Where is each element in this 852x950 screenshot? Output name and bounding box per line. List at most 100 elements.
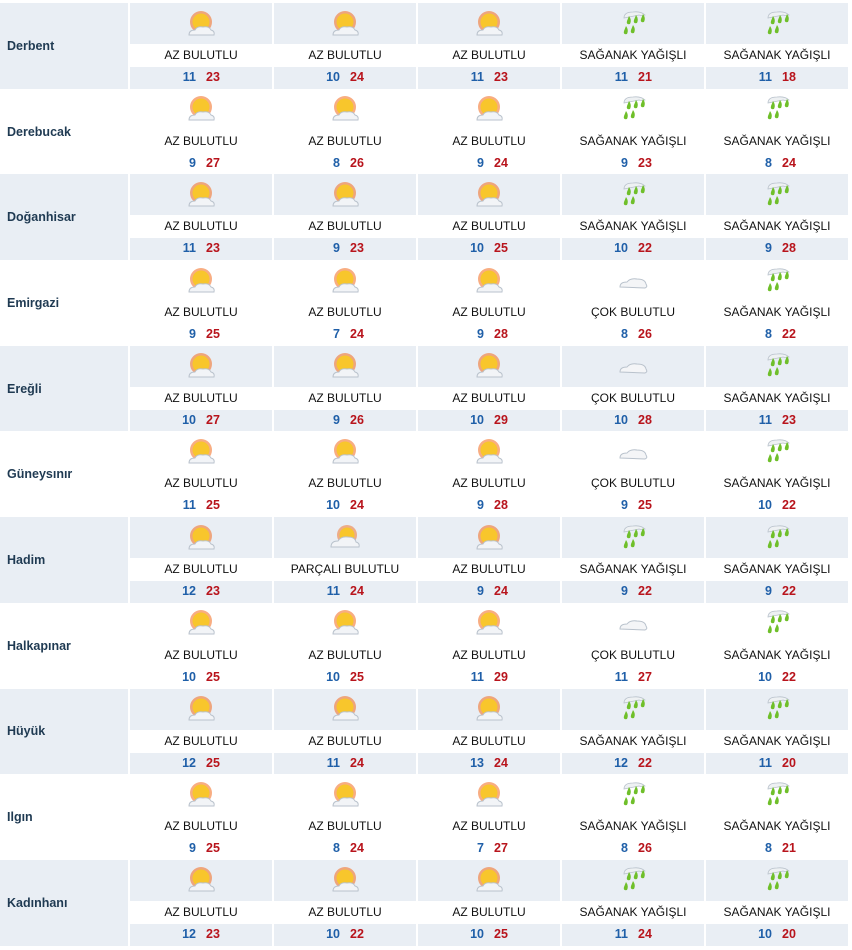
min-temp: 8 [333,841,340,856]
temperatures: 10 25 [130,667,272,689]
condition-label: ÇOK BULUTLU [562,472,704,496]
day-forecast: AZ BULUTLU 8 24 [274,774,416,860]
max-temp: 24 [494,755,508,770]
sun-cloud-icon [328,8,362,40]
max-temp: 22 [638,241,652,256]
min-temp: 9 [189,327,196,342]
sun-cloud-icon [472,179,506,211]
rain-icon [760,436,794,468]
min-temp: 8 [621,327,628,342]
sun-cloud-icon [472,864,506,896]
cloud-icon [616,436,650,468]
condition-label: AZ BULUTLU [130,129,272,153]
rain-icon [760,864,794,896]
sun-cloud-icon [472,693,506,725]
day-forecast: SAĞANAK YAĞIŞLI 9 22 [706,517,848,603]
max-temp: 22 [782,669,796,684]
min-temp: 9 [189,841,196,856]
condition-label: AZ BULUTLU [130,643,272,667]
min-temp: 10 [470,412,484,427]
max-temp: 24 [350,755,364,770]
max-temp: 25 [206,498,220,513]
day-forecast: SAĞANAK YAĞIŞLI 9 28 [706,174,848,261]
max-temp: 22 [350,926,364,941]
day-forecast: SAĞANAK YAĞIŞLI 8 21 [706,774,848,860]
city-name: Güneysınır [7,467,73,482]
rain-icon [760,350,794,382]
sun-cloud-icon [184,522,218,554]
sun-cloud-icon [472,607,506,639]
max-temp: 25 [494,926,508,941]
min-temp: 10 [614,412,628,427]
temperatures: 11 18 [706,67,848,89]
max-temp: 24 [350,327,364,342]
sun-cloud-icon [184,93,218,125]
condition-label: AZ BULUTLU [274,301,416,325]
max-temp: 18 [782,70,796,84]
condition-label: ÇOK BULUTLU [562,386,704,410]
temperatures: 9 25 [130,324,272,346]
min-temp: 9 [621,498,628,513]
forecast-row-halkapnar: Halkapınar AZ BULUTLU 10 25 AZ BULUTLU 10… [0,603,850,689]
condition-label: SAĞANAK YAĞIŞLI [562,729,704,753]
day-forecast: SAĞANAK YAĞIŞLI 9 23 [562,89,704,175]
condition-label: SAĞANAK YAĞIŞLI [562,558,704,582]
cloud-icon [616,607,650,639]
min-temp: 10 [470,241,484,256]
rain-icon [760,8,794,40]
sun-cloud-icon [328,864,362,896]
max-temp: 29 [494,412,508,427]
max-temp: 22 [638,755,652,770]
min-temp: 9 [765,241,772,256]
temperatures: 9 28 [418,495,560,517]
condition-label: AZ BULUTLU [274,900,416,924]
rain-icon [616,522,650,554]
city-name: Emirgazi [7,295,60,310]
day-forecast: AZ BULUTLU 11 23 [130,3,272,89]
forecast-row-emirgazi: Emirgazi AZ BULUTLU 9 25 AZ BULUTLU 7 24 A… [0,260,850,346]
forecast-row-huyuk: Hüyük AZ BULUTLU 12 25 AZ BULUTLU 11 24 AZ… [0,688,850,775]
min-temp: 11 [614,926,628,941]
max-temp: 23 [782,412,796,427]
condition-label: SAĞANAK YAĞIŞLI [562,129,704,153]
max-temp: 28 [494,498,508,513]
day-forecast: SAĞANAK YAĞIŞLI 8 24 [706,89,848,175]
condition-label: SAĞANAK YAĞIŞLI [562,900,704,924]
condition-label: AZ BULUTLU [418,643,560,667]
day-forecast: SAĞANAK YAĞIŞLI 11 23 [706,345,848,432]
day-forecast: SAĞANAK YAĞIŞLI 9 22 [562,517,704,603]
forecast-table: Derbent AZ BULUTLU 11 23 AZ BULUTLU 10 24 … [0,3,850,946]
sun-cloud-icon [184,265,218,297]
forecast-row-derebucak: Derebucak AZ BULUTLU 9 27 AZ BULUTLU 8 26 … [0,89,850,175]
forecast-row-guneysnr: Güneysınır AZ BULUTLU 11 25 AZ BULUTLU 10… [0,431,850,517]
day-forecast: SAĞANAK YAĞIŞLI 10 22 [706,431,848,517]
condition-label: AZ BULUTLU [274,386,416,410]
city-name: Kadınhanı [0,859,128,946]
min-temp: 10 [326,926,340,941]
day-forecast: ÇOK BULUTLU 10 28 [562,345,704,432]
min-temp: 8 [765,327,772,342]
max-temp: 24 [782,155,796,170]
max-temp: 24 [494,584,508,599]
min-temp: 10 [470,926,484,941]
condition-label: AZ BULUTLU [418,301,560,325]
temperatures: 11 23 [706,409,848,432]
min-temp: 8 [621,841,628,856]
condition-label: AZ BULUTLU [274,44,416,67]
day-forecast: PARÇALI BULUTLU 11 24 [274,517,416,603]
condition-label: AZ BULUTLU [130,472,272,496]
min-temp: 11 [326,755,340,770]
temperatures: 11 20 [706,752,848,775]
rain-icon [760,265,794,297]
temperatures: 12 22 [562,752,704,775]
max-temp: 22 [782,327,796,342]
condition-label: AZ BULUTLU [274,815,416,839]
min-temp: 11 [326,584,340,599]
condition-label: AZ BULUTLU [274,472,416,496]
day-forecast: AZ BULUTLU 9 27 [130,89,272,175]
day-forecast: AZ BULUTLU 12 23 [130,859,272,946]
temperatures: 9 25 [130,838,272,860]
sun-cloud-icon [328,693,362,725]
max-temp: 27 [206,412,220,427]
day-forecast: AZ BULUTLU 11 23 [418,3,560,89]
